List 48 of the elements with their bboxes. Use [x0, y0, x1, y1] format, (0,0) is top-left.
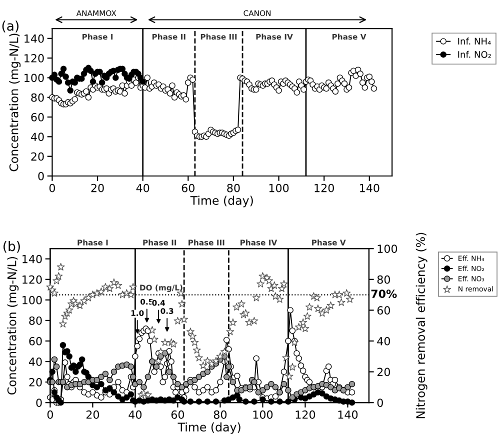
x-tick-label: 140 [338, 410, 358, 419]
y-tick-label: 60 [31, 113, 44, 122]
x-tick-label: 120 [314, 184, 334, 192]
y-tick-label: 140 [24, 34, 44, 43]
y-tick-label: 120 [22, 275, 42, 284]
y2-tick-label: 80 [377, 275, 390, 284]
x-tick-label: 20 [86, 410, 100, 419]
y2-tick-label: 100 [378, 244, 398, 253]
y2-tick-label: 40 [377, 336, 390, 346]
x-axis-title: Time (day) [190, 196, 253, 208]
y-tick-label: 80 [29, 316, 42, 325]
chart-title: (a) [2, 20, 18, 32]
x-tick-label: 60 [182, 184, 194, 192]
y-axis-title: Concentration (mg-N/L) [9, 34, 21, 172]
y-tick-label: 100 [22, 296, 42, 304]
y-tick-label: 20 [31, 152, 44, 161]
x-tick-label: 80 [227, 184, 240, 192]
y-tick-label: 0 [36, 398, 42, 407]
x-tick-label: 120 [296, 410, 316, 419]
legend-label: Inf. NH₄ [458, 38, 491, 45]
ref-line-label: 70% [371, 290, 397, 298]
x-axis-title: Time (day) [178, 422, 240, 434]
y-axis-title: Concentration (mg-N/L) [7, 257, 19, 394]
y-tick-label: 120 [24, 54, 44, 62]
y-tick-label: 40 [30, 132, 44, 142]
x-tick-label: 80 [214, 410, 227, 419]
x-tick-label: 60 [171, 410, 184, 419]
x-tick-label: 0 [49, 184, 56, 192]
x-tick-label: 140 [360, 184, 380, 192]
y-tick-label: 140 [22, 254, 42, 264]
y2-tick-label: 60 [377, 306, 390, 315]
x-tick-label: 40 [128, 410, 142, 419]
y-tick-label: 80 [31, 93, 44, 102]
y2-tick-label: 20 [377, 368, 390, 376]
y-tick-label: 60 [29, 336, 42, 346]
y-tick-label: 0 [38, 172, 44, 180]
y2-tick-label: 0 [377, 398, 383, 407]
x-tick-label: 100 [269, 184, 289, 192]
y-tick-label: 20 [29, 378, 42, 386]
x-tick-label: 0 [47, 410, 53, 419]
x-tick-label: 40 [136, 184, 150, 192]
x-tick-label: 100 [253, 410, 273, 419]
y-tick-label: 40 [28, 358, 42, 366]
y2-axis-title: Nitrogen removal efficiency (%) [416, 232, 428, 418]
x-tick-label: 20 [91, 184, 104, 192]
y-tick-label: 100 [24, 74, 44, 82]
legend-label: Inf. NO₂ [458, 50, 491, 58]
chart-title: (b) [4, 241, 20, 253]
